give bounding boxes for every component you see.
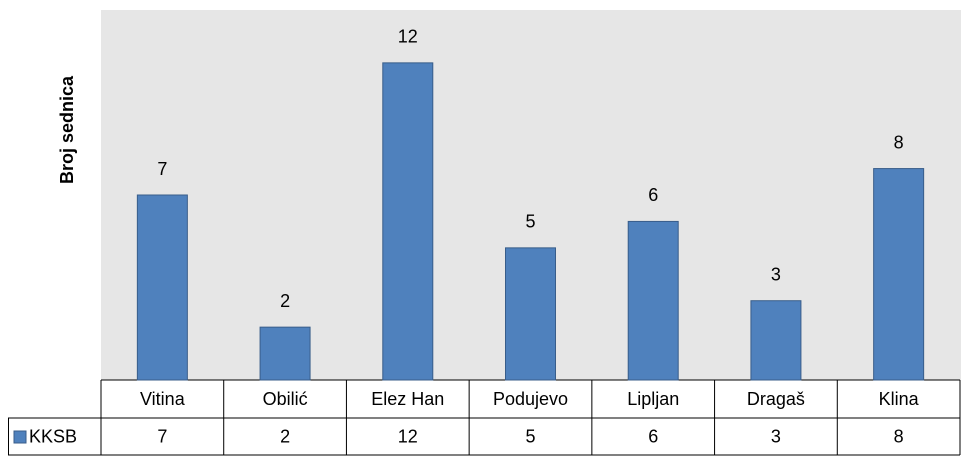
data-label: 3 (771, 264, 781, 284)
x-tick-label: Obilić (263, 389, 308, 409)
bar (873, 168, 925, 381)
x-tick-label: Lipljan (627, 389, 679, 409)
bar (750, 300, 802, 381)
x-tick-label: Podujevo (493, 389, 568, 409)
data-label: 8 (894, 132, 904, 152)
data-label: 5 (525, 212, 535, 232)
bar (136, 194, 188, 381)
data-label: 2 (280, 291, 290, 311)
x-tick-label: Klina (879, 389, 920, 409)
table-value: 6 (648, 426, 658, 446)
data-label: 12 (398, 27, 418, 47)
x-tick-label: Vitina (140, 389, 186, 409)
bar (627, 220, 679, 381)
data-label: 6 (648, 185, 658, 205)
table-value: 8 (894, 426, 904, 446)
table-value: 3 (771, 426, 781, 446)
y-axis-label: Broj sednica (57, 75, 77, 184)
legend-label: KKSB (29, 426, 77, 446)
table-value: 5 (525, 426, 535, 446)
legend-key (13, 430, 27, 444)
table-value: 2 (280, 426, 290, 446)
x-tick-label: Elez Han (371, 389, 444, 409)
data-label: 7 (157, 159, 167, 179)
bar (382, 62, 434, 381)
x-tick-label: Dragaš (747, 389, 805, 409)
bar (505, 247, 556, 381)
table-value: 7 (157, 426, 167, 446)
bar (259, 326, 311, 381)
table-value: 12 (398, 426, 418, 446)
